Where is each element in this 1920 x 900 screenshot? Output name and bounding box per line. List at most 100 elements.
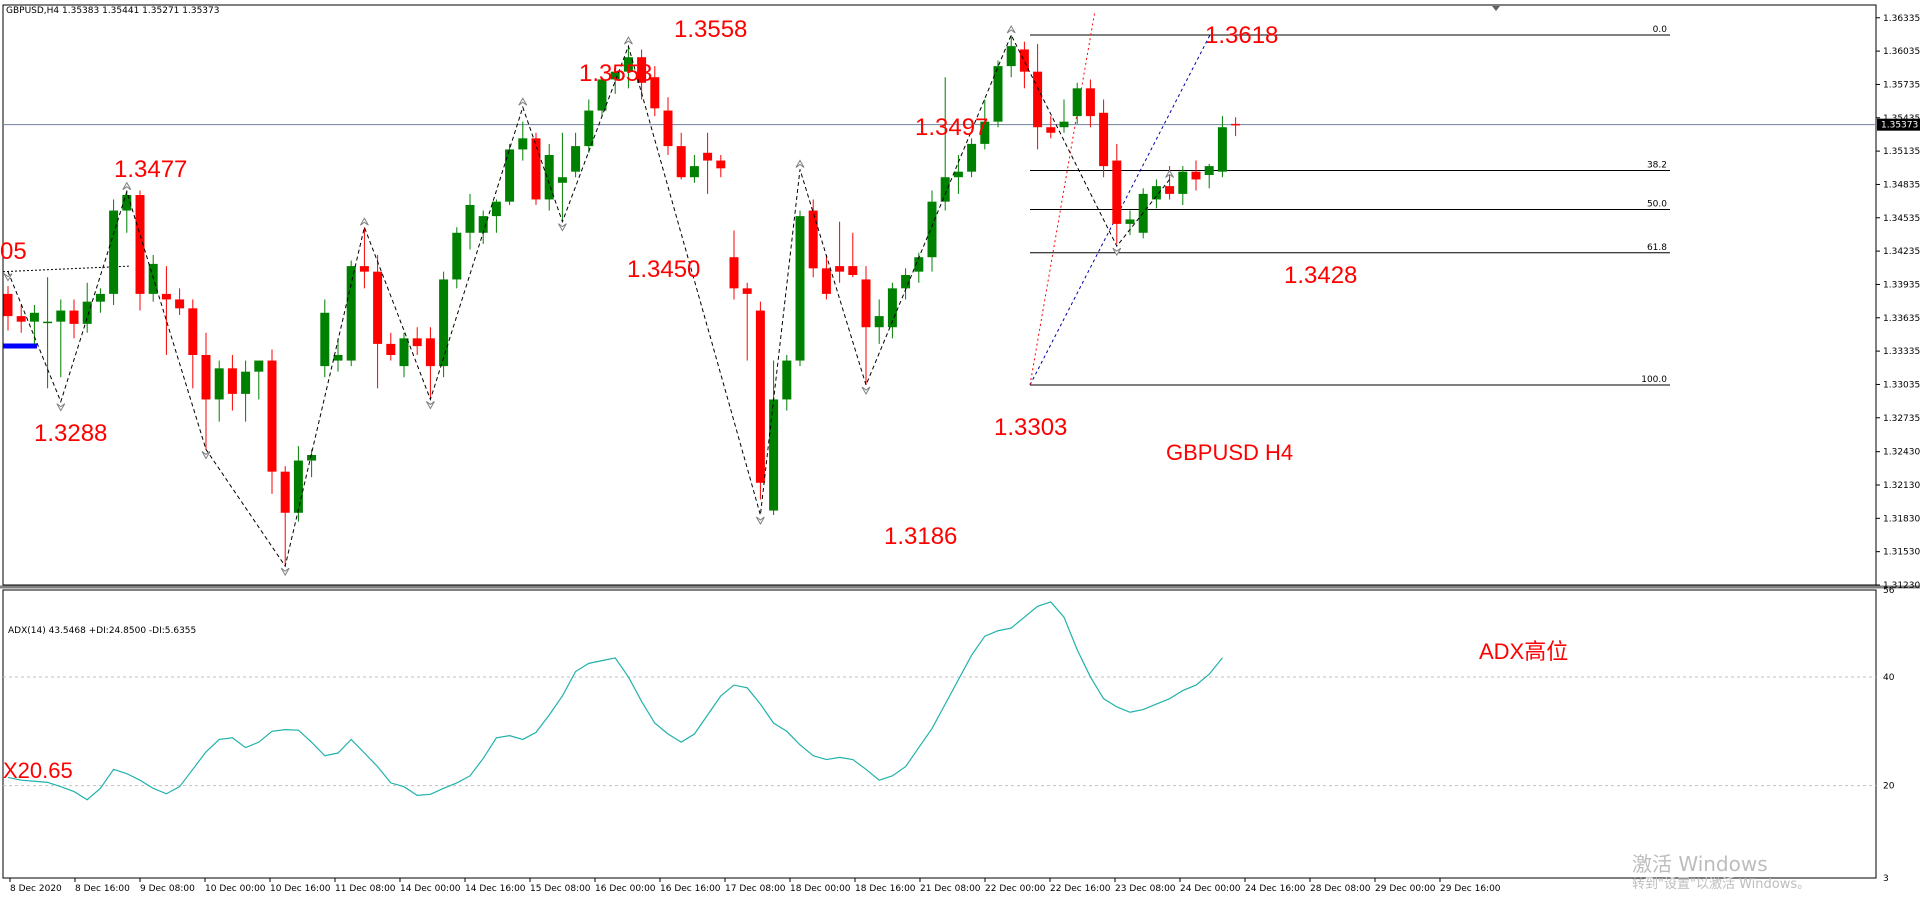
candle-body xyxy=(161,293,171,300)
candle xyxy=(637,49,647,100)
candle-body xyxy=(333,355,343,361)
y-tick-label: 1.32430 xyxy=(1883,448,1920,458)
candle-body xyxy=(346,266,356,361)
y-tick-label: 1.31830 xyxy=(1883,514,1920,524)
candle xyxy=(69,299,79,339)
chart-title-annotation: GBPUSD H4 xyxy=(1166,440,1294,465)
candle xyxy=(161,266,171,355)
candle-body xyxy=(584,110,594,147)
y-tick-label: 1.34835 xyxy=(1883,180,1920,190)
y-tick-label: 1.32130 xyxy=(1883,481,1920,491)
trend-line xyxy=(1029,10,1096,386)
candle-body xyxy=(901,275,911,289)
candle-body xyxy=(373,271,383,344)
candle xyxy=(267,349,277,494)
candle xyxy=(201,332,211,450)
candle xyxy=(557,132,567,222)
candle-body xyxy=(267,360,277,472)
swing-low-arrow-icon xyxy=(861,386,871,396)
adx-info: ADX(14) 43.5468 +DI:24.8500 -DI:5.6355 xyxy=(8,626,197,636)
candle-body xyxy=(650,77,660,109)
swing-low-arrow-icon xyxy=(557,223,567,232)
candle xyxy=(927,190,937,272)
candle xyxy=(1231,117,1241,137)
y-tick-label: 1.31530 xyxy=(1883,548,1920,558)
axes: 1.363351.360351.357351.354351.351351.348… xyxy=(9,6,1920,894)
candle-body xyxy=(663,110,673,147)
x-tick-label: 10 Dec 16:00 xyxy=(270,884,331,894)
candle-body xyxy=(307,455,317,461)
candle-body xyxy=(676,146,686,178)
adx-panel xyxy=(3,601,1876,801)
swing-high-arrow-icon xyxy=(122,181,132,191)
x-tick-label: 23 Dec 08:00 xyxy=(1115,884,1176,894)
candle xyxy=(307,449,317,478)
candle-body xyxy=(412,338,422,347)
candle-body xyxy=(623,57,633,72)
candle xyxy=(1151,179,1161,209)
candle xyxy=(1178,166,1188,205)
fib-level-label: 0.0 xyxy=(1653,25,1668,35)
candle-body xyxy=(769,399,779,511)
swing-high-arrow-icon xyxy=(1006,24,1016,34)
candle-body xyxy=(465,205,475,233)
candle-body xyxy=(518,138,528,150)
x-tick-label: 29 Dec 00:00 xyxy=(1375,884,1436,894)
candle-body xyxy=(1151,186,1161,200)
candle-body xyxy=(808,210,818,269)
current-price-box xyxy=(1877,118,1920,131)
candle xyxy=(531,132,541,205)
y-tick-label: 1.33335 xyxy=(1883,347,1920,357)
candle-body xyxy=(1099,112,1109,167)
candle xyxy=(1217,116,1227,178)
candle xyxy=(835,221,845,283)
candle xyxy=(227,355,237,411)
x-tick-label: 11 Dec 08:00 xyxy=(335,884,396,894)
candle xyxy=(782,355,792,411)
candle xyxy=(505,143,515,205)
candle xyxy=(1033,43,1043,150)
candle xyxy=(333,338,343,372)
candle xyxy=(1125,210,1135,235)
candle-body xyxy=(3,293,13,317)
candle xyxy=(1112,143,1122,244)
x-tick-label: 16 Dec 00:00 xyxy=(595,884,656,894)
y-tick-label: 1.33035 xyxy=(1883,380,1920,390)
candle xyxy=(808,199,818,278)
candle xyxy=(122,190,132,233)
candle-body xyxy=(29,312,39,322)
y-tick-label: 1.35135 xyxy=(1883,147,1920,157)
candle-body xyxy=(980,121,990,144)
x-tick-label: 22 Dec 16:00 xyxy=(1050,884,1111,894)
candle xyxy=(439,271,449,378)
x-tick-label: 28 Dec 08:00 xyxy=(1310,884,1371,894)
candle xyxy=(346,260,356,367)
candle-body xyxy=(940,177,950,202)
candle-body xyxy=(531,138,541,200)
candle xyxy=(373,255,383,389)
grid-layer xyxy=(0,4,1920,879)
candle-body xyxy=(795,216,805,361)
candle xyxy=(584,99,594,153)
candle-body xyxy=(557,177,567,183)
swing-low-arrow-icon xyxy=(755,516,765,526)
x-tick-label: 14 Dec 00:00 xyxy=(400,884,461,894)
candle-body xyxy=(610,71,620,80)
swing-label: 1.3450 xyxy=(627,256,701,283)
candle-body xyxy=(505,149,515,202)
swing-label: 1.3497 xyxy=(915,114,989,141)
candle xyxy=(795,210,805,367)
candle xyxy=(320,299,330,378)
y-tick-label: 1.33635 xyxy=(1883,314,1920,324)
x-tick-label: 8 Dec 16:00 xyxy=(75,884,130,894)
candle-body xyxy=(848,266,858,275)
candle xyxy=(901,268,911,300)
fib-level-label: 100.0 xyxy=(1641,375,1667,385)
candle-body xyxy=(1059,121,1069,128)
candle-body xyxy=(56,310,66,322)
candle-body xyxy=(544,155,554,200)
price-panel-frame xyxy=(2,4,1877,586)
candle xyxy=(1204,163,1214,189)
candle xyxy=(742,282,752,361)
swing-low-arrow-icon xyxy=(3,273,13,282)
